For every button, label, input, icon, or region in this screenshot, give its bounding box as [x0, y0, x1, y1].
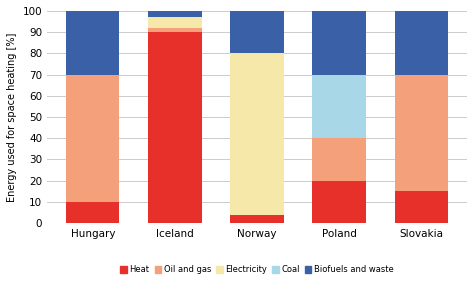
Bar [230, 53, 284, 214]
Bar [148, 17, 201, 28]
Bar [66, 75, 119, 202]
Bar [394, 75, 448, 191]
Bar [312, 75, 366, 138]
Bar [66, 11, 119, 75]
Bar [394, 191, 448, 223]
Bar [148, 32, 201, 223]
Bar [66, 202, 119, 223]
Y-axis label: Energy used for space heating [%]: Energy used for space heating [%] [7, 32, 17, 202]
Bar [230, 214, 284, 223]
Bar [312, 11, 366, 75]
Bar [394, 11, 448, 75]
Bar [312, 138, 366, 181]
Bar [148, 28, 201, 32]
Bar [312, 181, 366, 223]
Bar [230, 11, 284, 53]
Bar [148, 11, 201, 17]
Legend: Heat, Oil and gas, Electricity, Coal, Biofuels and waste: Heat, Oil and gas, Electricity, Coal, Bi… [120, 265, 394, 275]
